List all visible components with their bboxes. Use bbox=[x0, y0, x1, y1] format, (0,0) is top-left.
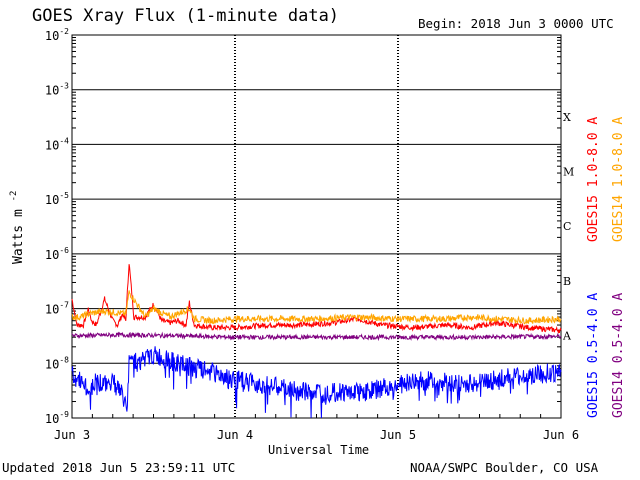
updated-timestamp: Updated 2018 Jun 5 23:59:11 UTC bbox=[2, 460, 236, 475]
x-tick-label: Jun 3 bbox=[54, 428, 90, 442]
y-tick-label: 10-8 bbox=[45, 355, 69, 371]
y-tick-label: 10-3 bbox=[45, 82, 69, 98]
x-tick-label: Jun 4 bbox=[217, 428, 253, 442]
y-tick-label: 10-4 bbox=[45, 136, 69, 152]
series-line bbox=[71, 346, 562, 419]
series-line bbox=[71, 331, 562, 342]
legend-entry: GOES14 1.0-8.0 A bbox=[611, 117, 626, 242]
y-tick-label: 10-6 bbox=[45, 246, 69, 262]
credit-label: NOAA/SWPC Boulder, CO USA bbox=[410, 460, 599, 475]
y-tick-label: 10-2 bbox=[45, 27, 69, 43]
flare-class-label: C bbox=[563, 220, 571, 233]
legend-entry: GOES15 0.5-4.0 A bbox=[586, 293, 601, 418]
y-axis-label: Watts m -2 bbox=[9, 191, 26, 264]
x-tick-label: Jun 5 bbox=[380, 428, 416, 442]
y-tick-label: 10-9 bbox=[45, 410, 69, 426]
chart-title: GOES Xray Flux (1-minute data) bbox=[32, 6, 340, 26]
x-axis-label: Universal Time bbox=[268, 443, 370, 457]
x-tick-label: Jun 6 bbox=[543, 428, 579, 442]
legend-entry: GOES15 1.0-8.0 A bbox=[586, 117, 601, 242]
y-tick-label: 10-7 bbox=[45, 301, 69, 317]
legend-entry: GOES14 0.5-4.0 A bbox=[611, 293, 626, 418]
flare-class-label: A bbox=[562, 330, 572, 343]
y-tick-label: 10-5 bbox=[45, 191, 69, 207]
begin-time-label: Begin: 2018 Jun 3 0000 UTC bbox=[418, 16, 614, 31]
flare-class-label: B bbox=[563, 275, 571, 288]
series-line bbox=[71, 264, 562, 335]
series-line bbox=[71, 290, 562, 325]
flare-class-label: X bbox=[563, 111, 571, 124]
flare-class-label: M bbox=[563, 166, 574, 179]
